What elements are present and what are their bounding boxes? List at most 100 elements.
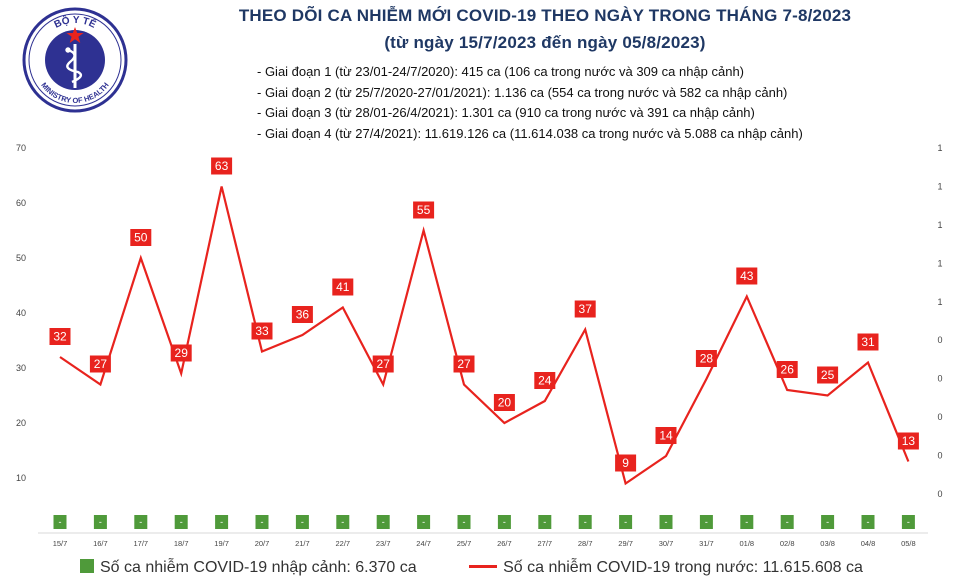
- x-tick-label: 16/7: [93, 539, 108, 548]
- import-bar-label: -: [665, 517, 668, 527]
- data-label: 31: [861, 335, 875, 349]
- import-bar: [538, 515, 552, 529]
- import-bar: [255, 515, 269, 529]
- import-bar-label: -: [907, 517, 910, 527]
- data-label: 63: [215, 159, 229, 173]
- import-bar: [699, 515, 713, 529]
- data-label: 27: [377, 357, 391, 371]
- x-tick-label: 20/7: [255, 539, 270, 548]
- y-tick-label: 50: [16, 253, 26, 263]
- data-label: 14: [659, 429, 673, 443]
- x-tick-label: 01/8: [739, 539, 754, 548]
- phase-3-note: - Giai đoạn 3 (từ 28/01-26/4/2021): 1.30…: [257, 105, 755, 120]
- x-tick-label: 25/7: [457, 539, 472, 548]
- import-bar-label: -: [826, 517, 829, 527]
- x-tick-label: 04/8: [861, 539, 876, 548]
- data-label-box: [453, 355, 475, 373]
- y2-tick-label: 0: [937, 489, 942, 499]
- data-label: 20: [498, 396, 512, 410]
- data-label: 32: [53, 330, 67, 344]
- data-label: 33: [255, 324, 269, 338]
- y2-tick-label: 1: [937, 297, 942, 307]
- import-bar: [53, 515, 67, 529]
- import-bar: [295, 515, 309, 529]
- data-label-box: [897, 432, 919, 450]
- x-tick-label: 17/7: [133, 539, 148, 548]
- y-tick-label: 40: [16, 308, 26, 318]
- y-tick-label: 60: [16, 198, 26, 208]
- import-bar-label: -: [867, 517, 870, 527]
- legend-import-label: Số ca nhiễm COVID-19 nhập cảnh: 6.370 ca: [100, 559, 417, 576]
- import-bar: [740, 515, 754, 529]
- import-bar-label: -: [59, 517, 62, 527]
- data-label-box: [574, 300, 596, 318]
- import-bar: [780, 515, 794, 529]
- import-bar: [861, 515, 875, 529]
- import-bar-label: -: [543, 517, 546, 527]
- legend-domestic-swatch: [469, 565, 498, 568]
- chart-legend: Số ca nhiễm COVID-19 nhập cảnh: 6.370 ca…: [80, 559, 863, 577]
- y2-tick-label: 0: [937, 451, 942, 461]
- import-bar-label: -: [786, 517, 789, 527]
- import-bar-label: -: [341, 517, 344, 527]
- data-label: 26: [781, 363, 795, 377]
- data-label-box: [695, 350, 717, 367]
- import-bar: [417, 515, 431, 529]
- x-tick-label: 26/7: [497, 539, 512, 548]
- data-label: 28: [700, 352, 714, 366]
- y-tick-label: 10: [16, 473, 26, 483]
- phase-1-note: - Giai đoạn 1 (từ 23/01-24/7/2020): 415 …: [257, 64, 745, 79]
- data-label: 25: [821, 368, 835, 382]
- data-label-box: [251, 322, 273, 340]
- x-tick-label: 15/7: [53, 539, 68, 548]
- data-label: 55: [417, 203, 431, 217]
- import-bar: [336, 515, 350, 529]
- data-label-box: [655, 427, 677, 444]
- data-label-box: [170, 344, 192, 362]
- data-label-box: [857, 333, 879, 351]
- import-bar: [901, 515, 915, 529]
- import-bar-label: -: [382, 517, 385, 527]
- caduceus-icon: [65, 44, 83, 88]
- y-tick-label: 30: [16, 363, 26, 373]
- chart-subtitle: (từ ngày 15/7/2023 đến ngày 05/8/2023): [384, 33, 706, 52]
- phase-4-note: - Giai đoạn 4 (từ 27/4/2021): 11.619.126…: [257, 125, 803, 141]
- import-bar-label: -: [503, 517, 506, 527]
- import-bar-label: -: [261, 517, 264, 527]
- data-label: 37: [579, 302, 593, 316]
- data-label: 29: [175, 346, 189, 360]
- x-tick-label: 18/7: [174, 539, 189, 548]
- svg-text:BỘ Y TẾ: BỘ Y TẾ: [53, 13, 99, 31]
- x-tick-label: 28/7: [578, 539, 593, 548]
- y-tick-label: 20: [16, 418, 26, 428]
- data-label-box: [291, 306, 313, 323]
- data-label: 50: [134, 231, 148, 245]
- import-bar: [619, 515, 633, 529]
- data-label: 24: [538, 374, 552, 388]
- x-tick-label: 23/7: [376, 539, 391, 548]
- data-label: 36: [296, 308, 310, 322]
- import-bar: [457, 515, 471, 529]
- data-label-box: [534, 372, 556, 389]
- phase-summary: - Giai đoạn 1 (từ 23/01-24/7/2020): 415 …: [257, 62, 803, 144]
- y-tick-label: 70: [16, 143, 26, 153]
- legend-domestic-label: Số ca nhiễm COVID-19 trong nước: 11.615.…: [503, 559, 863, 576]
- y2-tick-label: 0: [937, 335, 942, 345]
- import-bar-label: -: [220, 517, 223, 527]
- import-bar-label: -: [584, 517, 587, 527]
- import-bar-label: -: [463, 517, 466, 527]
- data-label-box: [372, 355, 394, 373]
- x-tick-label: 02/8: [780, 539, 795, 548]
- x-tick-label: 29/7: [618, 539, 633, 548]
- data-label: 43: [740, 269, 754, 283]
- y2-tick-label: 1: [937, 258, 942, 268]
- import-bar-label: -: [705, 517, 708, 527]
- x-tick-label: 05/8: [901, 539, 916, 548]
- import-bar: [578, 515, 592, 529]
- data-label: 9: [622, 456, 629, 470]
- data-label-box: [211, 157, 233, 175]
- ministry-logo: BỘ Y TẾ MINISTRY OF HEALTH: [22, 7, 128, 113]
- y2-tick-label: 0: [937, 374, 942, 384]
- x-tick-label: 19/7: [214, 539, 229, 548]
